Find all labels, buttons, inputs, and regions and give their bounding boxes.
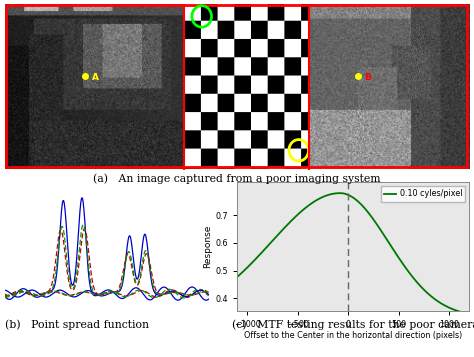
X-axis label: Offset to the Center in the horizontal direction (pixels): Offset to the Center in the horizontal d… (244, 331, 462, 340)
Y-axis label: Response: Response (203, 225, 212, 268)
Text: (c)   MTF testing results for the poor camera: (c) MTF testing results for the poor cam… (232, 320, 474, 330)
Legend: 0.10 cyles/pixel: 0.10 cyles/pixel (381, 186, 465, 202)
Text: A: A (92, 72, 99, 82)
Text: (a)   An image captured from a poor imaging system: (a) An image captured from a poor imagin… (93, 173, 381, 184)
Text: (b)   Point spread function: (b) Point spread function (5, 320, 149, 330)
Text: B: B (365, 72, 371, 82)
